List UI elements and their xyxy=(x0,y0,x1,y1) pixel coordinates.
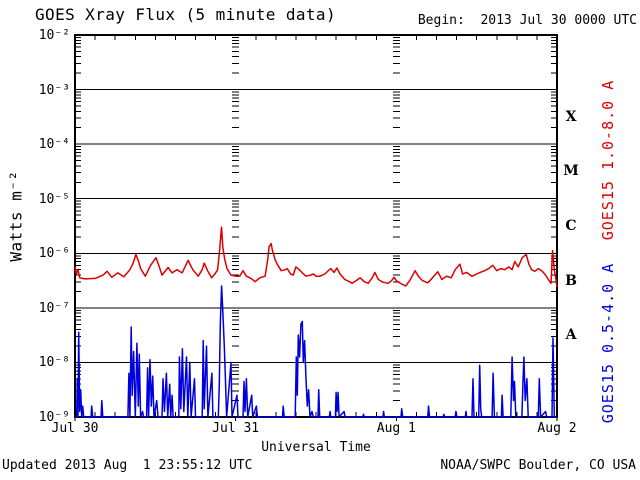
plot-border xyxy=(74,34,558,418)
flare-class-label: M xyxy=(563,163,579,180)
legend-long-channel: GOES15 1.0-8.0 A xyxy=(599,79,617,241)
flare-class-label: X xyxy=(565,108,577,125)
flare-class-label: B xyxy=(565,272,577,289)
legend-short-channel: GOES15 0.5-4.0 A xyxy=(599,262,617,424)
x-tick-label: Jul 30 xyxy=(51,421,99,436)
y-tick-label: 10⁻⁷ xyxy=(38,300,70,316)
flare-class-label: C xyxy=(565,218,577,234)
flare-class-label: A xyxy=(565,327,577,344)
x-tick-label: Jul 31 xyxy=(212,421,260,436)
x-tick-label: Aug 2 xyxy=(537,421,577,436)
y-tick-label: 10⁻⁸ xyxy=(38,355,70,371)
series-long xyxy=(74,226,558,288)
x-axis-label: Universal Time xyxy=(261,440,371,455)
series-short xyxy=(75,285,557,418)
updated-timestamp: Updated 2013 Aug 1 23:55:12 UTC xyxy=(2,458,253,473)
data-source-credit: NOAA/SWPC Boulder, CO USA xyxy=(440,458,636,473)
y-tick-label: 10⁻⁵ xyxy=(38,191,70,207)
y-tick-label: 10⁻² xyxy=(38,28,70,43)
x-tick-label: Aug 1 xyxy=(376,421,416,436)
y-tick-label: 10⁻⁶ xyxy=(38,246,70,262)
begin-timestamp: Begin: 2013 Jul 30 0000 UTC xyxy=(417,13,637,28)
page-title: GOES Xray Flux (5 minute data) xyxy=(35,5,336,24)
y-axis-label: Watts m⁻² xyxy=(6,170,26,262)
y-tick-label: 10⁻⁹ xyxy=(38,410,70,425)
y-tick-label: 10⁻³ xyxy=(38,82,70,98)
y-tick-label: 10⁻⁴ xyxy=(38,137,70,153)
